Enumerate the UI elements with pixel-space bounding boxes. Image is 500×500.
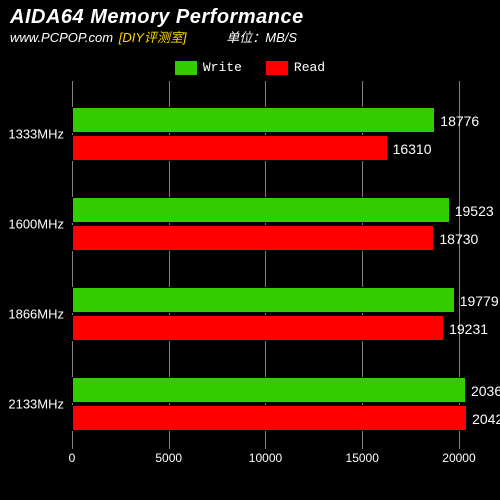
legend-label-read: Read xyxy=(294,60,325,75)
bar-value: 20362 xyxy=(465,378,500,404)
legend-swatch-write xyxy=(175,61,197,75)
x-axis: 0 5000 10000 15000 20000 xyxy=(72,449,488,471)
bar-value: 16310 xyxy=(387,136,432,162)
bar-read: 20420 xyxy=(72,405,467,431)
bar-value: 19523 xyxy=(449,198,494,224)
bar-read: 18730 xyxy=(72,225,434,251)
y-axis-label: 2133MHz xyxy=(8,397,72,412)
bar-write: 20362 xyxy=(72,377,466,403)
unit-label: 单位：MB/S xyxy=(226,30,297,45)
site-label: www.PCPOP.com xyxy=(10,30,113,45)
x-axis-tick: 0 xyxy=(69,451,76,465)
bar-read: 16310 xyxy=(72,135,388,161)
x-axis-tick: 10000 xyxy=(249,451,282,465)
plot-area: 1333MHz1877616310 1600MHz1952318730 1866MH… xyxy=(72,81,488,449)
y-axis-label: 1866MHz xyxy=(8,307,72,322)
x-axis-tick: 5000 xyxy=(155,451,182,465)
y-axis-label: 1600MHz xyxy=(8,217,72,232)
bar-read: 19231 xyxy=(72,315,444,341)
legend-item-read: Read xyxy=(266,60,325,75)
bar-write: 18776 xyxy=(72,107,435,133)
bar-value: 19779 xyxy=(454,288,499,314)
bar-write: 19523 xyxy=(72,197,450,223)
legend-swatch-read xyxy=(266,61,288,75)
bar-group: 1866MHz1977919231 xyxy=(72,287,488,341)
bar-group: 1333MHz1877616310 xyxy=(72,107,488,161)
bar-group: 1600MHz1952318730 xyxy=(72,197,488,251)
bar-group: 2133MHz2036220420 xyxy=(72,377,488,431)
lab-label: [DIY评测室] xyxy=(119,30,187,45)
bar-value: 18730 xyxy=(433,226,478,252)
x-axis-tick: 20000 xyxy=(442,451,475,465)
chart-title: AIDA64 Memory Performance xyxy=(10,6,490,29)
chart-header: AIDA64 Memory Performance www.PCPOP.com … xyxy=(0,0,500,48)
bar-write: 19779 xyxy=(72,287,455,313)
chart-subtitle: www.PCPOP.com [DIY评测室] 单位：MB/S xyxy=(10,27,490,46)
bar-value: 18776 xyxy=(434,108,479,134)
bar-value: 20420 xyxy=(466,406,500,432)
legend: Write Read xyxy=(0,60,500,75)
legend-item-write: Write xyxy=(175,60,242,75)
x-axis-tick: 15000 xyxy=(346,451,379,465)
bar-value: 19231 xyxy=(443,316,488,342)
legend-label-write: Write xyxy=(203,60,242,75)
y-axis-label: 1333MHz xyxy=(8,127,72,142)
